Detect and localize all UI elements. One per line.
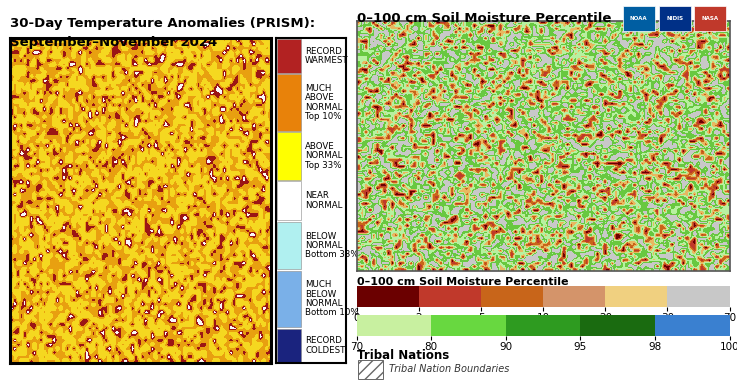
Text: NIDIS: NIDIS	[666, 16, 683, 22]
Bar	[276, 329, 301, 362]
Bar	[605, 286, 668, 307]
Text: NEAR
NORMAL: NEAR NORMAL	[305, 192, 343, 210]
Text: NASA: NASA	[702, 16, 719, 22]
Bar	[419, 286, 481, 307]
Text: RECORD
COLDEST: RECORD COLDEST	[305, 336, 346, 354]
Text: 0–100 cm Soil Moisture Percentile: 0–100 cm Soil Moisture Percentile	[357, 12, 611, 25]
Bar	[694, 7, 727, 31]
Bar	[581, 315, 655, 336]
Bar	[655, 315, 730, 336]
Bar	[276, 271, 301, 327]
Text: September–November 2024: September–November 2024	[10, 36, 217, 50]
Bar	[276, 181, 301, 220]
Bar	[276, 74, 301, 131]
Text: 30-Day Temperature Anomalies (PRISM):: 30-Day Temperature Anomalies (PRISM):	[10, 17, 315, 30]
Bar	[659, 7, 691, 31]
Text: MUCH
ABOVE
NORMAL
Top 10%: MUCH ABOVE NORMAL Top 10%	[305, 84, 343, 121]
Bar	[276, 39, 301, 73]
Text: BELOW
NORMAL
Bottom 33%: BELOW NORMAL Bottom 33%	[305, 232, 359, 259]
Bar	[543, 286, 605, 307]
Bar	[276, 132, 301, 180]
Bar	[276, 222, 301, 269]
Text: 0–100 cm Soil Moisture Percentile: 0–100 cm Soil Moisture Percentile	[357, 277, 568, 287]
Text: Tribal Nation Boundaries: Tribal Nation Boundaries	[389, 364, 509, 374]
Text: ABOVE
NORMAL
Top 33%: ABOVE NORMAL Top 33%	[305, 142, 343, 170]
Bar	[431, 315, 506, 336]
Text: RECORD
WARMEST: RECORD WARMEST	[305, 47, 349, 65]
Text: NOAA: NOAA	[630, 16, 648, 22]
Bar	[668, 286, 730, 307]
Bar	[357, 286, 419, 307]
Bar	[623, 7, 654, 31]
Text: MUCH
BELOW
NORMAL
Bottom 10%: MUCH BELOW NORMAL Bottom 10%	[305, 280, 359, 318]
Bar	[481, 286, 543, 307]
Text: Tribal Nations: Tribal Nations	[357, 349, 449, 362]
Bar	[506, 315, 581, 336]
Bar	[357, 315, 431, 336]
